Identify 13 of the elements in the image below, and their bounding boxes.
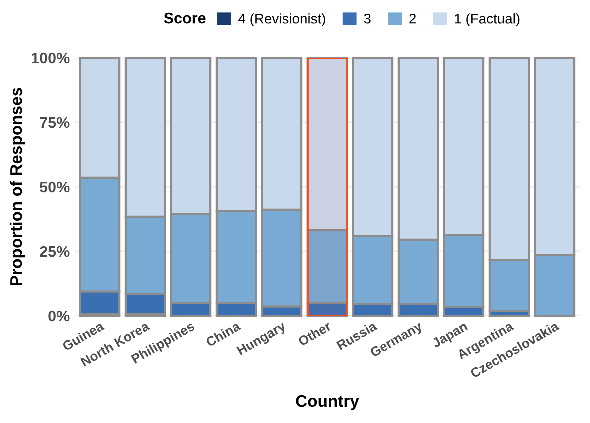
y-tick-label: 25% [40, 246, 70, 258]
legend-label: 2 [410, 14, 416, 24]
legend-title: Score [164, 12, 206, 24]
y-axis-title: Proportion of Responses [10, 88, 26, 286]
y-tick-label: 50% [40, 182, 70, 193]
y-tick-label: 0% [48, 310, 70, 322]
legend-label: 3 [364, 14, 371, 24]
y-tick-label: 75% [40, 117, 70, 128]
x-axis-title: Country [296, 395, 360, 410]
legend-label: 4 (Revisionist) [238, 14, 326, 27]
y-tick-label: 100% [32, 52, 70, 64]
text: 1 (Factual) [455, 14, 520, 27]
x-tick-label: Other [297, 320, 332, 347]
